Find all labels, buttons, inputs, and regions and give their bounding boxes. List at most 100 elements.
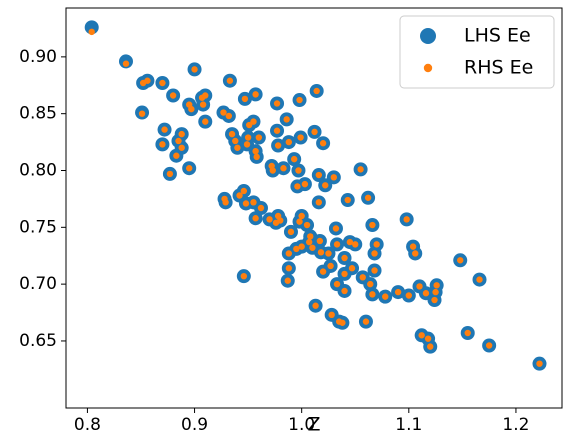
point [422, 290, 430, 297]
point [313, 87, 320, 95]
y-tick-label: 0.75 [19, 217, 57, 237]
point [409, 243, 417, 250]
y-tick-label: 0.85 [19, 104, 57, 124]
point [312, 302, 319, 309]
legend-marker [423, 63, 433, 73]
point [242, 200, 250, 207]
point [485, 342, 493, 349]
point [325, 250, 332, 257]
point [293, 245, 300, 253]
point [226, 77, 234, 84]
y-tick-label: 0.65 [19, 331, 57, 351]
point [175, 137, 182, 145]
legend-box [399, 15, 555, 89]
x-tick-label: 1.1 [395, 415, 422, 435]
point [88, 28, 95, 36]
x-tick-label: 1.2 [502, 415, 529, 435]
point [369, 291, 376, 298]
point [185, 165, 193, 172]
point [222, 199, 229, 206]
x-tick-label: 1.0 [288, 415, 315, 435]
point [188, 105, 195, 113]
legend-label: RHS Ee [464, 57, 533, 79]
point [257, 204, 265, 212]
legend-label: LHS Ee [464, 25, 531, 47]
point [285, 250, 293, 257]
point [348, 265, 356, 272]
point [144, 77, 151, 84]
point [122, 60, 130, 67]
point [327, 262, 334, 270]
point [199, 101, 207, 108]
x-tick-label: 0.8 [74, 415, 101, 435]
point [362, 318, 370, 325]
point [283, 116, 290, 123]
point [296, 96, 303, 104]
point [228, 130, 236, 138]
point [202, 92, 209, 99]
point [418, 332, 425, 339]
point [236, 192, 243, 199]
y-tick-label: 0.80 [19, 161, 57, 181]
point [315, 171, 323, 179]
point [240, 187, 248, 195]
point [232, 137, 239, 145]
point [333, 280, 341, 288]
point [330, 174, 338, 181]
point [84, 20, 99, 35]
point [476, 276, 483, 283]
point [339, 319, 346, 326]
point [382, 293, 389, 300]
point [424, 335, 432, 342]
point [191, 66, 198, 73]
point [317, 249, 325, 256]
x-axis-label: Z [307, 414, 320, 436]
point [536, 360, 543, 367]
y-tick-label: 0.70 [19, 274, 57, 294]
point [352, 241, 359, 248]
point [341, 270, 348, 278]
point [332, 225, 340, 232]
point [319, 268, 327, 275]
point [431, 296, 438, 304]
point [269, 167, 276, 174]
point [280, 165, 287, 172]
legend-marker [420, 28, 436, 44]
point [273, 100, 281, 107]
point [243, 141, 251, 148]
point [344, 196, 351, 204]
point [364, 194, 372, 201]
point [255, 134, 263, 141]
point [277, 217, 284, 224]
point [252, 215, 259, 222]
point [225, 112, 233, 120]
point [309, 244, 316, 251]
point [234, 144, 241, 151]
point [433, 282, 440, 289]
point [341, 287, 348, 295]
point [178, 144, 185, 151]
x-tick-label: 0.9 [181, 415, 208, 435]
point [202, 118, 209, 125]
point [252, 91, 259, 98]
point [298, 243, 305, 250]
point [285, 138, 293, 146]
point [316, 237, 324, 245]
point [371, 267, 378, 274]
point [245, 121, 253, 129]
point [432, 288, 439, 296]
point [250, 118, 257, 125]
point [297, 134, 304, 141]
point [371, 250, 378, 257]
point [159, 79, 166, 87]
point [427, 343, 434, 350]
point [253, 153, 260, 161]
point [405, 292, 413, 299]
point [296, 218, 303, 225]
plot-frame [65, 7, 563, 409]
point [252, 147, 259, 155]
point [173, 152, 180, 159]
point [178, 130, 185, 138]
